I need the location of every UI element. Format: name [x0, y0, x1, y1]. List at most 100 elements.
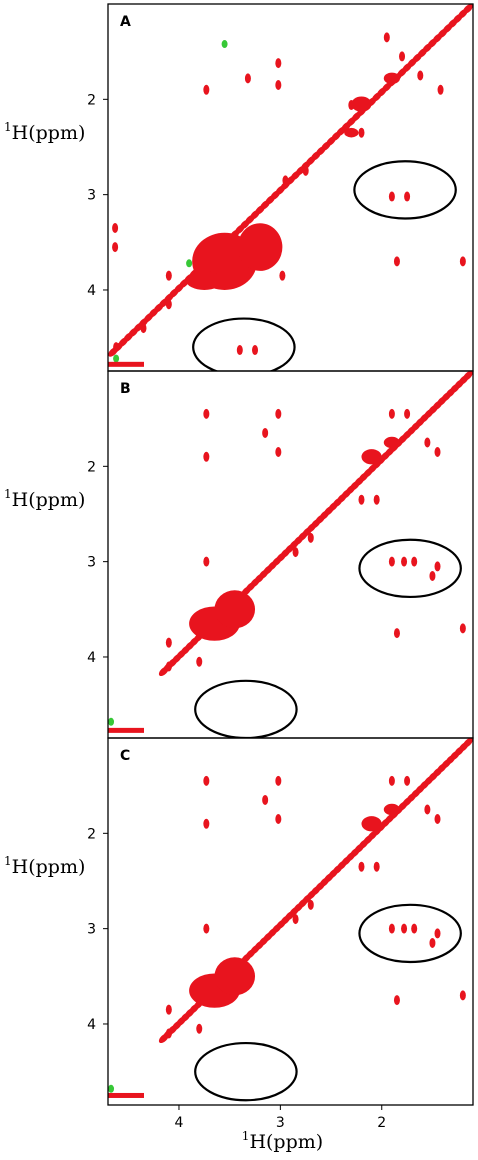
cross-peak [424, 437, 431, 448]
cross-peak [203, 84, 210, 95]
cross-peak [388, 556, 395, 567]
cross-peak [388, 775, 395, 786]
cross-peak [373, 494, 380, 505]
cross-peak [252, 345, 259, 356]
cross-peak [165, 1004, 172, 1015]
cross-peak [165, 637, 172, 648]
cross-peak [275, 408, 282, 419]
y-tick-label: 2 [87, 459, 96, 475]
cross-peak [417, 70, 424, 81]
cross-peak-cluster [214, 957, 256, 996]
cross-peak [393, 995, 400, 1006]
highlight-ellipse [358, 538, 462, 599]
cross-peak [388, 408, 395, 419]
y-tick-label: 4 [87, 283, 96, 299]
cross-peak [373, 861, 380, 872]
cross-peak [434, 928, 441, 939]
cross-peak [459, 256, 466, 267]
y-tick-label: 2 [87, 92, 96, 108]
panel-c: 2 3 4 C 1H(ppm) 4 3 2 [4, 737, 474, 1131]
plot-area [108, 4, 473, 371]
cross-peak [236, 345, 243, 356]
cross-peak-cluster [214, 590, 256, 629]
highlight-ellipse [192, 317, 296, 371]
cross-peak [383, 32, 390, 43]
x-axis-title-text: H(ppm) [249, 1131, 323, 1153]
cross-peak [399, 51, 406, 62]
cross-peak [292, 547, 299, 558]
cross-peak [388, 923, 395, 934]
cross-peak [393, 256, 400, 267]
cross-peak [112, 242, 119, 253]
y-axis-title: 1H(ppm) [4, 120, 85, 144]
cross-peak [203, 556, 210, 567]
cross-peak [459, 990, 466, 1001]
cross-peak [275, 775, 282, 786]
cross-peak [434, 814, 441, 825]
cross-peak [275, 814, 282, 825]
edge-peak [108, 727, 144, 733]
highlight-ellipse [194, 679, 298, 738]
cross-peak [279, 270, 286, 281]
cross-peak-cluster [351, 96, 372, 112]
cross-peak [358, 861, 365, 872]
diagonal-peak [463, 371, 473, 381]
cross-peak-cluster [383, 72, 400, 85]
cross-peak [358, 127, 365, 138]
cross-peak-cluster [361, 449, 382, 465]
cross-peak [404, 775, 411, 786]
cross-peak [112, 223, 119, 234]
cross-peak [140, 323, 147, 334]
cross-peak [203, 775, 210, 786]
cross-peak [203, 818, 210, 829]
negative-peak [186, 259, 193, 268]
y-axis-title-text: H(ppm) [12, 856, 86, 878]
cross-peak [275, 80, 282, 91]
cross-peak [165, 661, 172, 672]
cross-peak [459, 623, 466, 634]
panel-a: 2 3 4 A 1H(ppm) [4, 3, 474, 372]
x-tick-label: 2 [377, 1115, 386, 1131]
y-axis-title-text: H(ppm) [12, 122, 86, 144]
y-axis-title-superscript: 1 [4, 487, 12, 501]
plot-area [108, 371, 473, 738]
cross-peak [437, 84, 444, 95]
cross-peak-cluster [344, 127, 359, 138]
cross-peak [282, 175, 289, 186]
cross-peak [244, 73, 251, 84]
edge-peak [108, 1092, 144, 1098]
x-axis-title-superscript: 1 [242, 1129, 250, 1143]
cross-peak [203, 451, 210, 462]
x-tick-label: 3 [276, 1115, 285, 1131]
cross-peak [429, 937, 436, 948]
y-tick-label: 4 [87, 1017, 96, 1033]
y-axis-title-text: H(ppm) [12, 489, 86, 511]
cross-peak [401, 556, 408, 567]
cross-peak [275, 58, 282, 69]
plot-area [108, 738, 473, 1102]
cross-peak [307, 899, 314, 910]
cross-peak [434, 561, 441, 572]
cross-peak-cluster [237, 223, 283, 271]
cross-peak [165, 1028, 172, 1039]
cross-peak [348, 100, 355, 111]
cross-peak [275, 447, 282, 458]
panel-frame [107, 737, 474, 1106]
cross-peak-cluster [361, 816, 382, 832]
cross-peak [292, 914, 299, 925]
negative-peak [108, 717, 115, 726]
cross-peak [404, 191, 411, 202]
diagonal-peak [463, 4, 473, 14]
panel-label: A [120, 14, 131, 30]
negative-peak [108, 1084, 115, 1093]
cross-peak [196, 1023, 203, 1034]
x-tick-label: 4 [175, 1115, 184, 1131]
cross-peak [429, 570, 436, 581]
panel-b: 2 3 4 B 1H(ppm) [4, 370, 474, 739]
cross-peak [388, 191, 395, 202]
cross-peak [434, 447, 441, 458]
highlight-ellipse [353, 160, 457, 220]
cross-peak [262, 794, 269, 805]
cross-peak [411, 923, 418, 934]
cross-peak [393, 628, 400, 639]
